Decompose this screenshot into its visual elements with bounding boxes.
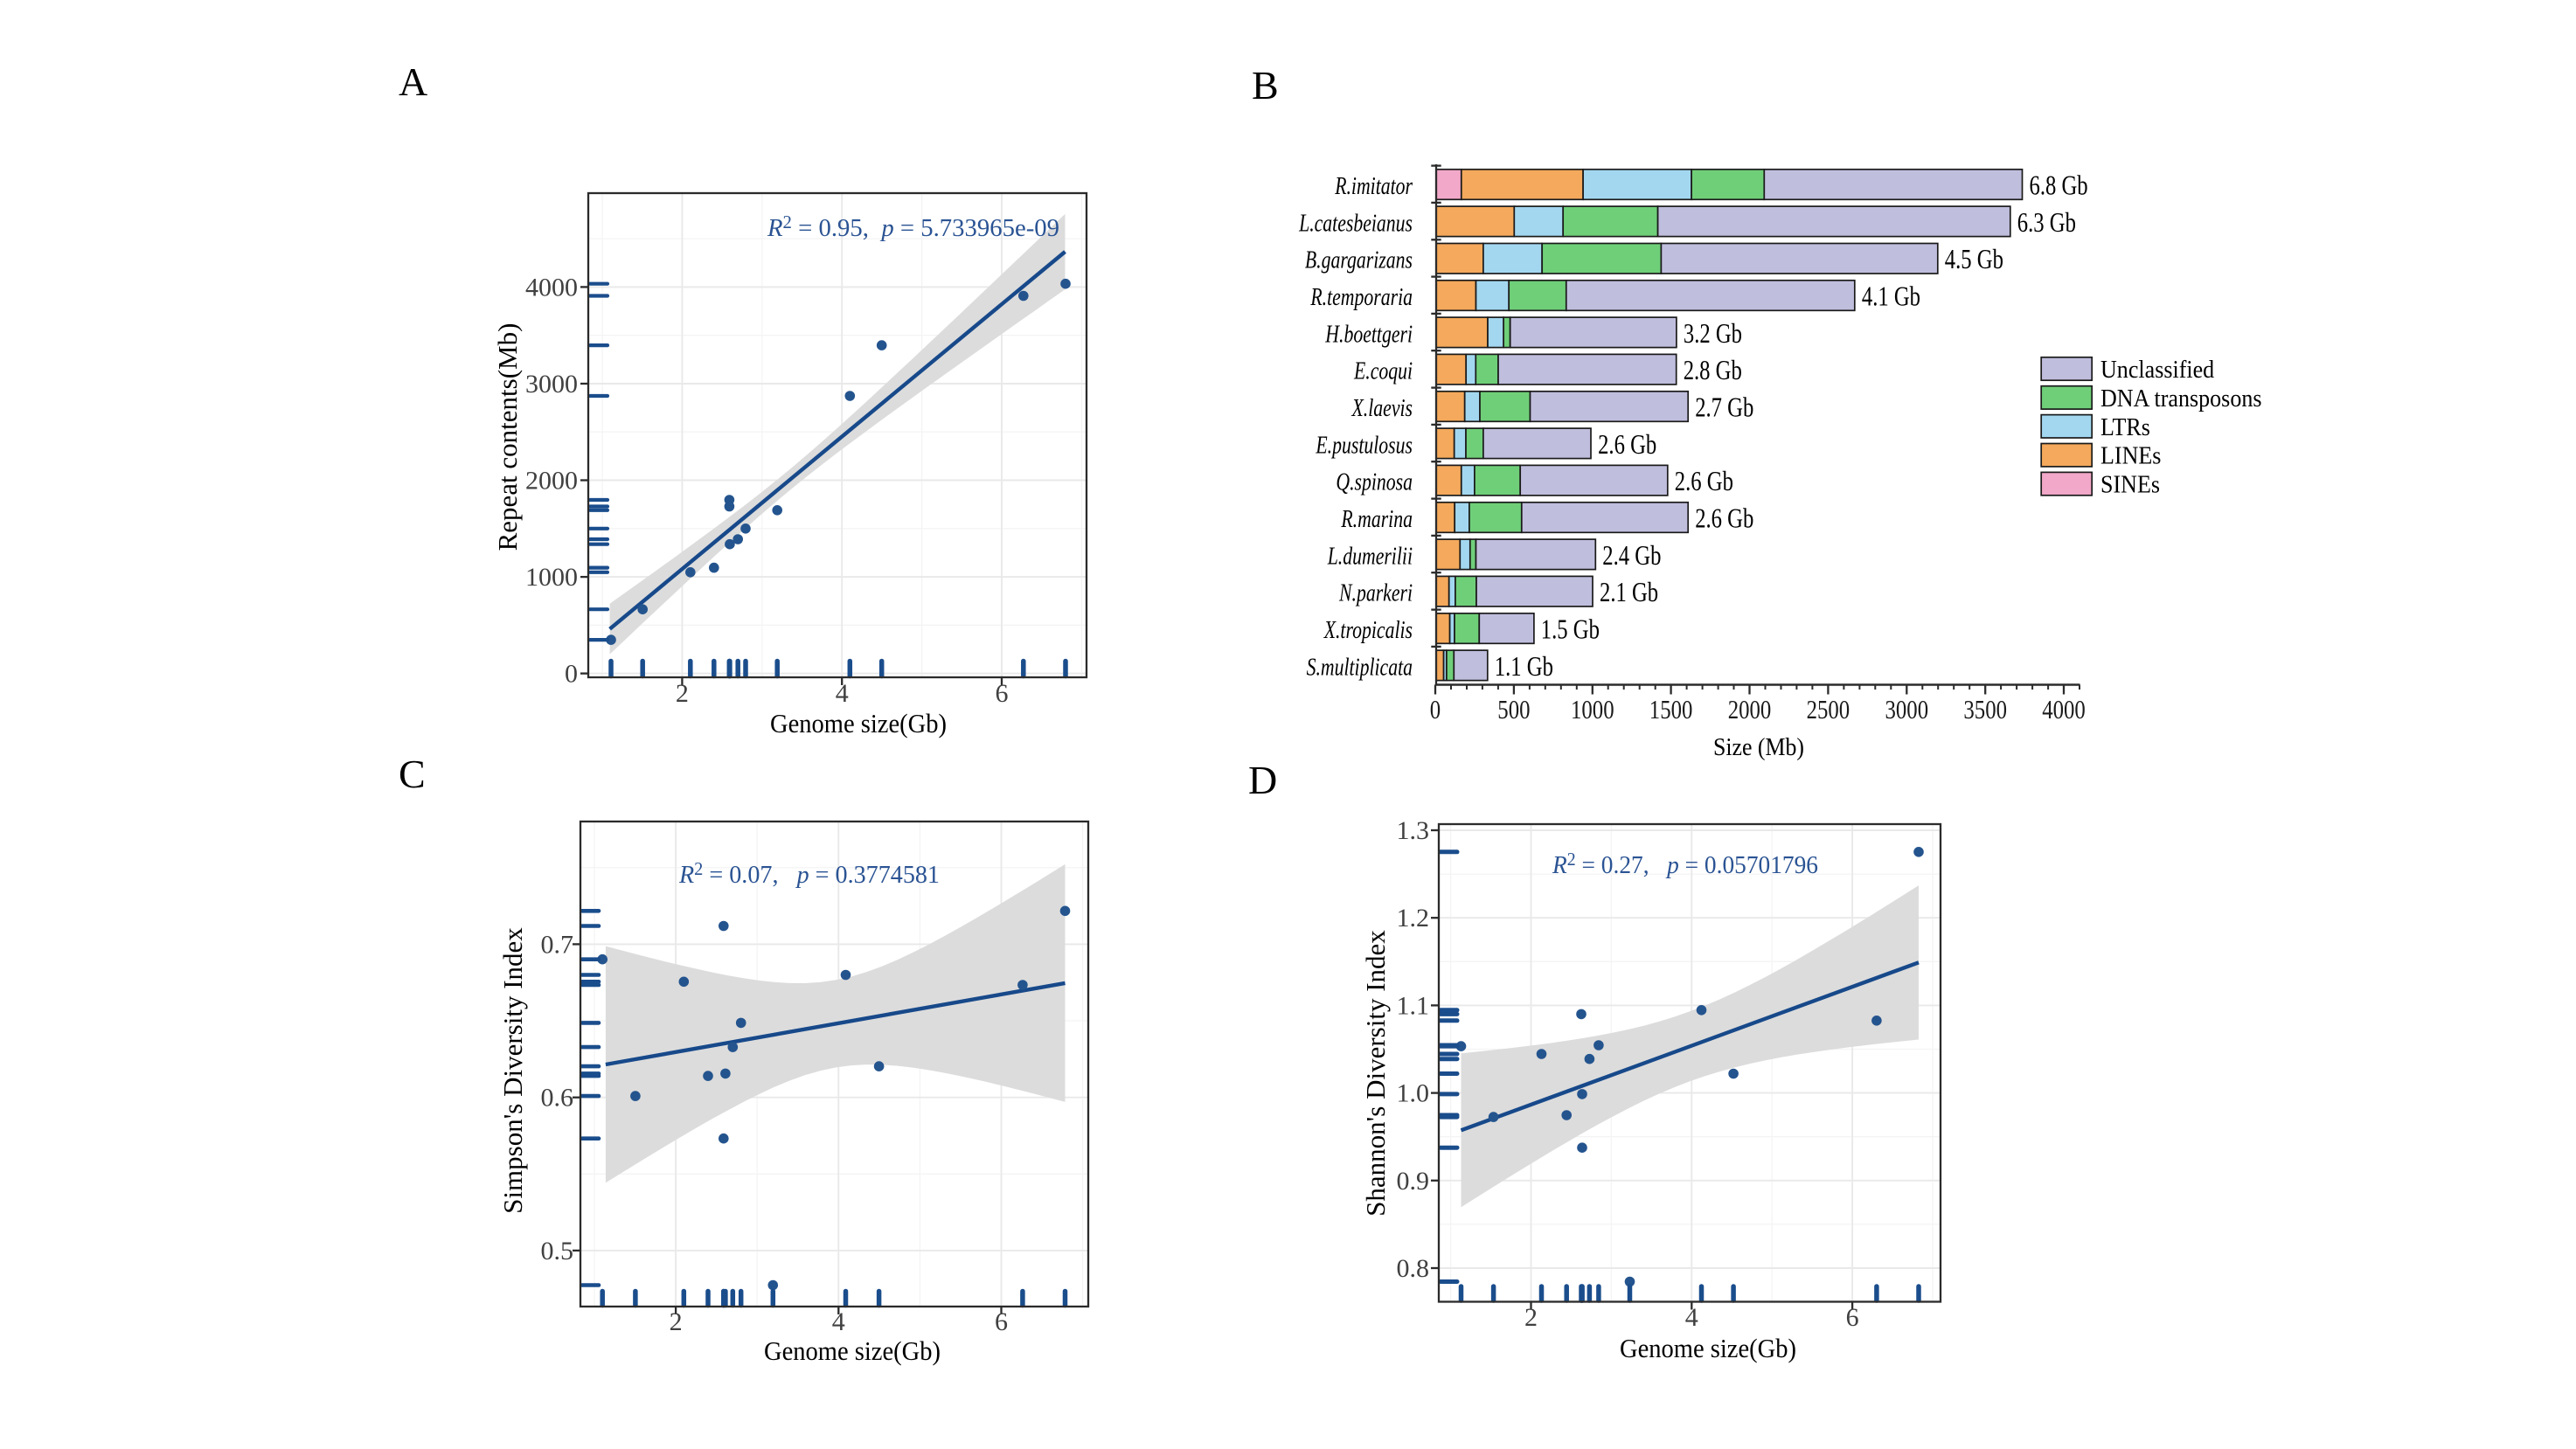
svg-text:2.6 Gb: 2.6 Gb [1598,428,1656,460]
svg-text:R2 = 0.07, p = 0.3774581: R2 = 0.07, p = 0.3774581 [678,858,940,889]
svg-text:B.gargarizans: B.gargarizans [1305,246,1413,274]
svg-text:S.multiplicata: S.multiplicata [1307,653,1413,681]
svg-text:L.catesbeianus: L.catesbeianus [1298,209,1413,237]
svg-text:LTRs: LTRs [2100,414,2150,441]
svg-text:2.1 Gb: 2.1 Gb [1600,576,1658,607]
svg-text:Genome size(Gb): Genome size(Gb) [1620,1333,1796,1363]
svg-text:Genome size(Gb): Genome size(Gb) [764,1335,941,1366]
svg-text:E.pustulosus: E.pustulosus [1316,431,1413,459]
svg-text:4: 4 [1685,1303,1698,1332]
svg-text:4: 4 [832,1307,845,1336]
svg-text:6: 6 [995,1307,1008,1336]
svg-text:H.boettgeri: H.boettgeri [1325,320,1413,348]
svg-text:0.6: 0.6 [541,1084,574,1113]
svg-text:4000: 4000 [525,273,578,302]
svg-text:3.2 Gb: 3.2 Gb [1684,317,1742,349]
svg-text:1.2: 1.2 [1397,904,1430,932]
svg-text:C: C [399,752,426,796]
svg-text:D: D [1248,758,1277,802]
svg-text:0.9: 0.9 [1397,1167,1430,1196]
svg-text:6.3 Gb: 6.3 Gb [2017,206,2076,238]
svg-text:0.5: 0.5 [541,1237,574,1265]
svg-text:A: A [399,59,427,104]
svg-text:6.8 Gb: 6.8 Gb [2030,170,2088,201]
svg-text:R.temporaria: R.temporaria [1310,283,1413,311]
svg-text:1.3: 1.3 [1397,816,1430,845]
svg-text:0.8: 0.8 [1397,1254,1430,1283]
svg-text:DNA transposons: DNA transposons [2100,385,2262,413]
svg-text:2.8 Gb: 2.8 Gb [1684,354,1742,385]
svg-text:2000: 2000 [1728,694,1772,724]
svg-text:2: 2 [670,1307,683,1336]
svg-text:L.dumerilii: L.dumerilii [1327,542,1413,570]
svg-text:2500: 2500 [1807,694,1850,724]
svg-text:Size (Mb): Size (Mb) [1713,733,1804,761]
svg-text:6: 6 [996,679,1009,708]
svg-text:Genome size(Gb): Genome size(Gb) [770,708,947,738]
svg-text:1.1: 1.1 [1397,991,1430,1020]
svg-text:SINEs: SINEs [2100,472,2160,499]
svg-text:2: 2 [676,679,689,708]
svg-text:R.marina: R.marina [1341,505,1413,533]
svg-text:N.parkeri: N.parkeri [1338,579,1413,607]
svg-text:0.7: 0.7 [541,930,574,959]
svg-text:X.tropicalis: X.tropicalis [1323,616,1413,644]
svg-text:4.1 Gb: 4.1 Gb [1862,281,1920,312]
svg-text:R.imitator: R.imitator [1334,172,1413,200]
svg-text:E.coqui: E.coqui [1353,357,1413,385]
svg-text:2.7 Gb: 2.7 Gb [1695,392,1753,423]
svg-text:2.4 Gb: 2.4 Gb [1602,539,1661,571]
svg-text:2.6 Gb: 2.6 Gb [1695,503,1753,534]
svg-text:0: 0 [1430,694,1441,724]
svg-text:500: 500 [1497,694,1530,724]
svg-text:0: 0 [565,660,578,689]
svg-text:1500: 1500 [1649,694,1693,724]
svg-text:1.0: 1.0 [1397,1079,1430,1108]
svg-text:1000: 1000 [525,563,578,592]
svg-text:Repeat contents(Mb): Repeat contents(Mb) [492,323,523,551]
svg-text:1.1 Gb: 1.1 Gb [1495,650,1553,682]
svg-text:1.5 Gb: 1.5 Gb [1541,614,1600,645]
svg-text:Unclassified: Unclassified [2100,357,2214,384]
svg-text:4000: 4000 [2042,694,2086,724]
svg-text:2.6 Gb: 2.6 Gb [1675,465,1733,496]
svg-text:R2 = 0.27, p = 0.05701796: R2 = 0.27, p = 0.05701796 [1552,849,1818,879]
svg-text:3000: 3000 [1885,694,1929,724]
svg-text:B: B [1252,63,1279,107]
svg-text:X.laevis: X.laevis [1351,394,1413,422]
svg-text:R2 = 0.95, p = 5.733965e-09: R2 = 0.95, p = 5.733965e-09 [767,211,1059,242]
svg-text:3500: 3500 [1963,694,2007,724]
svg-text:6: 6 [1846,1303,1859,1332]
svg-text:1000: 1000 [1571,694,1614,724]
svg-text:4: 4 [836,679,849,708]
svg-text:3000: 3000 [525,370,578,399]
svg-text:LINEs: LINEs [2100,443,2161,470]
svg-text:Q.spinosa: Q.spinosa [1336,468,1413,496]
svg-text:2000: 2000 [525,467,578,496]
svg-text:Simpson's Diversity Index: Simpson's Diversity Index [497,927,528,1214]
svg-text:4.5 Gb: 4.5 Gb [1945,243,2003,274]
svg-text:Shannon's Diversity Index: Shannon's Diversity Index [1360,930,1391,1217]
svg-text:2: 2 [1524,1303,1538,1332]
